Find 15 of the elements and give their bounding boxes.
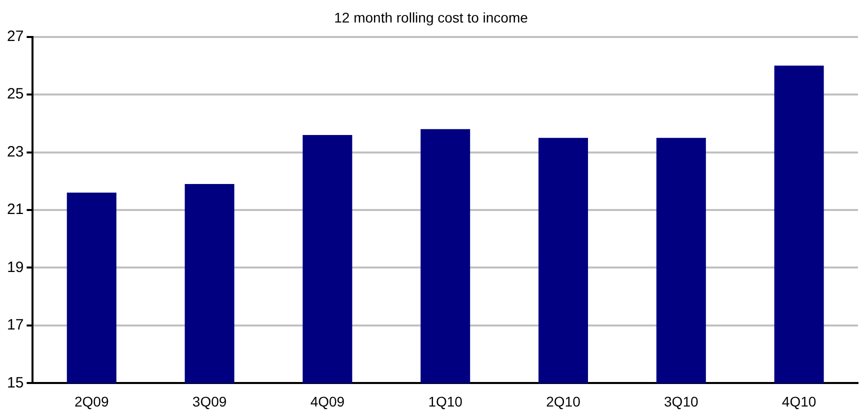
- y-tick-label: 23: [6, 143, 24, 160]
- x-tick-label: 2Q09: [74, 393, 109, 410]
- y-tick-label: 21: [6, 201, 24, 218]
- x-tick-label: 4Q10: [782, 393, 816, 410]
- x-tick-label: 3Q10: [664, 393, 698, 410]
- y-tick-label: 25: [6, 86, 24, 103]
- y-tick-label: 27: [6, 28, 24, 45]
- x-tick-label: 4Q09: [310, 393, 345, 410]
- y-tick-label: 19: [6, 258, 24, 276]
- x-tick-label: 3Q09: [192, 393, 227, 410]
- chart-title: 12 month rolling cost to income: [334, 9, 528, 26]
- x-tick-label: 1Q10: [428, 393, 463, 410]
- x-tick-label: 2Q10: [546, 393, 581, 410]
- y-tick-label: 17: [6, 316, 24, 334]
- y-tick-label: 15: [6, 374, 24, 392]
